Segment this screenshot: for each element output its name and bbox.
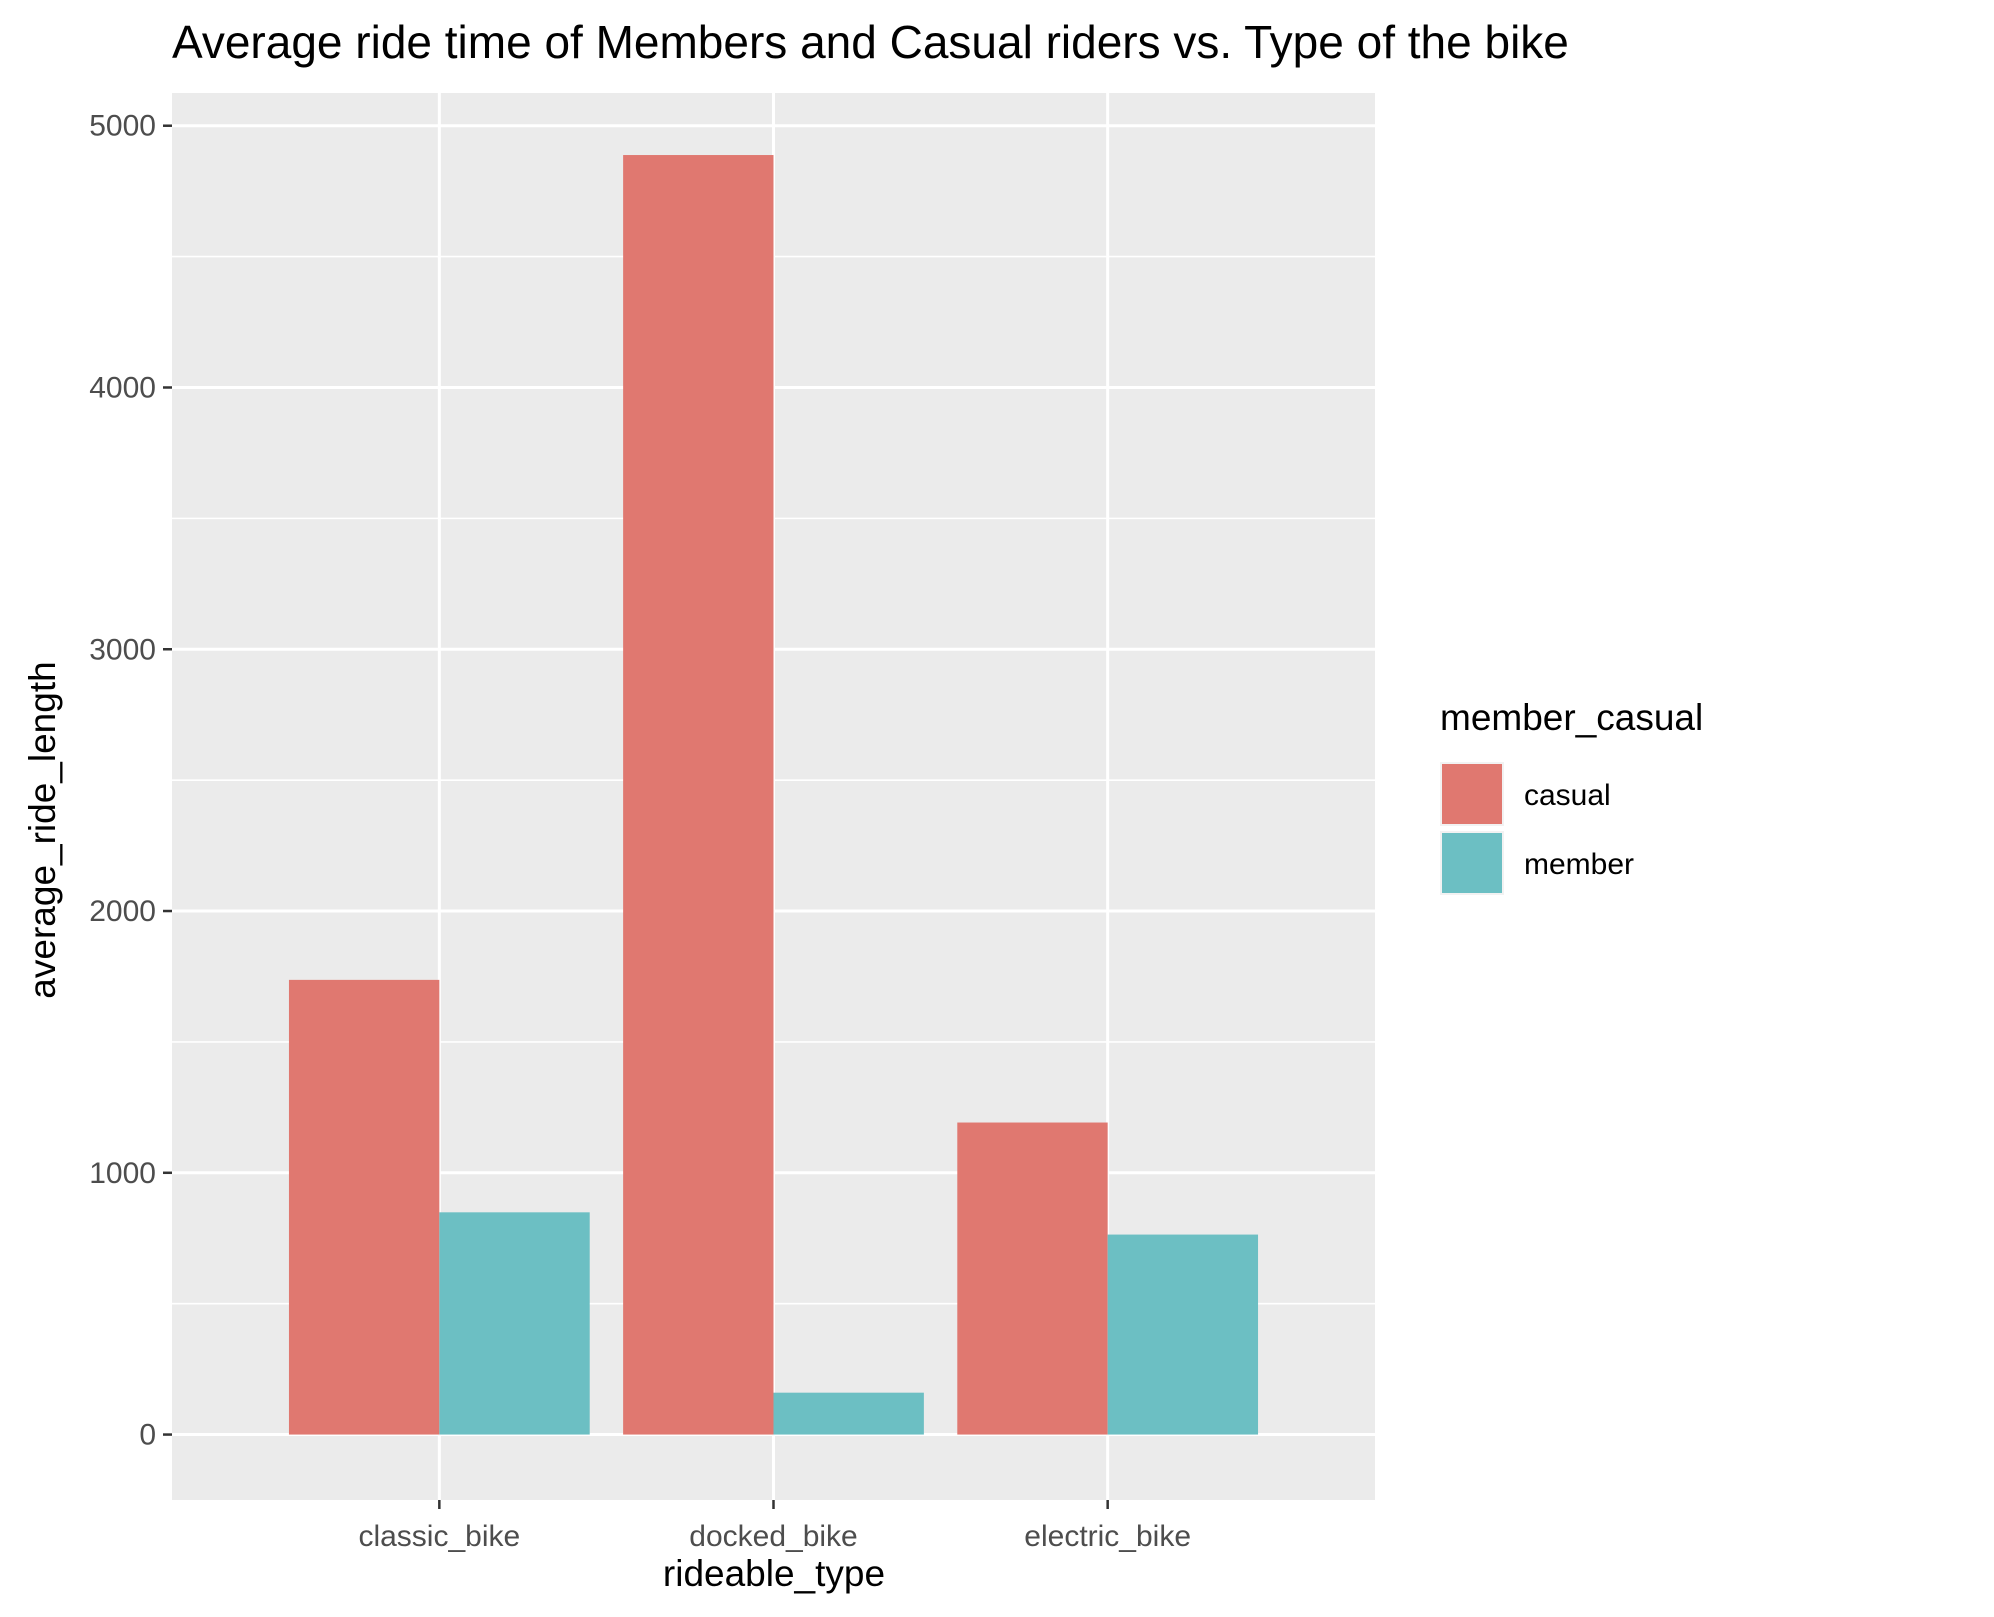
bar-casual-classic_bike <box>288 979 440 1435</box>
y-axis: 0 1000 2000 3000 4000 5000 <box>89 110 172 1452</box>
x-tick-label: docked_bike <box>689 1520 857 1553</box>
x-tick-label: classic_bike <box>358 1520 520 1553</box>
legend-label-member: member <box>1524 848 1634 881</box>
chart-title: Average ride time of Members and Casual … <box>172 16 1569 68</box>
legend-items: casual member <box>1440 762 1634 895</box>
bars <box>288 155 1259 1435</box>
y-tick-label: 5000 <box>89 110 156 143</box>
x-axis: classic_bike docked_bike electric_bike <box>358 1500 1191 1553</box>
bar-casual-docked_bike <box>623 155 774 1435</box>
legend-swatch-casual <box>1442 764 1502 824</box>
x-axis-title: rideable_type <box>663 1553 885 1594</box>
bar-member-classic_bike <box>439 1212 590 1435</box>
y-tick-label: 2000 <box>89 895 156 928</box>
y-tick-label: 1000 <box>89 1157 156 1190</box>
y-tick-label: 4000 <box>89 371 156 404</box>
bar-casual-electric_bike <box>957 1122 1108 1435</box>
legend: member_casual casual member <box>1440 697 1703 895</box>
y-tick-label: 0 <box>139 1419 156 1452</box>
y-axis-title: average_ride_length <box>22 661 63 998</box>
y-tick-label: 3000 <box>89 633 156 666</box>
bar-member-docked_bike <box>773 1392 924 1435</box>
legend-title: member_casual <box>1440 697 1703 738</box>
legend-label-casual: casual <box>1524 779 1611 812</box>
legend-swatch-member <box>1442 833 1502 893</box>
bar-member-electric_bike <box>1107 1234 1259 1435</box>
x-tick-label: electric_bike <box>1024 1520 1191 1553</box>
